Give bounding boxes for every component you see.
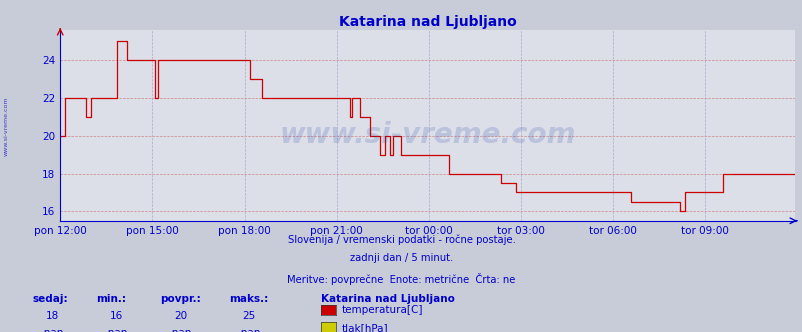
Text: 20: 20 (174, 311, 187, 321)
Text: www.si-vreme.com: www.si-vreme.com (279, 121, 575, 149)
Text: maks.:: maks.: (229, 294, 268, 304)
Text: tlak[hPa]: tlak[hPa] (342, 323, 388, 332)
Text: min.:: min.: (96, 294, 126, 304)
Text: -nan: -nan (40, 328, 64, 332)
Text: -nan: -nan (168, 328, 192, 332)
Text: Slovenija / vremenski podatki - ročne postaje.: Slovenija / vremenski podatki - ročne po… (287, 234, 515, 245)
Text: sedaj:: sedaj: (32, 294, 67, 304)
Text: Katarina nad Ljubljano: Katarina nad Ljubljano (321, 294, 455, 304)
Text: -nan: -nan (104, 328, 128, 332)
Text: 25: 25 (242, 311, 255, 321)
Text: www.si-vreme.com: www.si-vreme.com (4, 96, 9, 156)
Text: 18: 18 (46, 311, 59, 321)
Text: Meritve: povprečne  Enote: metrične  Črta: ne: Meritve: povprečne Enote: metrične Črta:… (287, 273, 515, 285)
Text: -nan: -nan (237, 328, 261, 332)
Text: povpr.:: povpr.: (160, 294, 201, 304)
Text: 16: 16 (110, 311, 123, 321)
Text: zadnji dan / 5 minut.: zadnji dan / 5 minut. (350, 253, 452, 263)
Text: temperatura[C]: temperatura[C] (342, 305, 423, 315)
Title: Katarina nad Ljubljano: Katarina nad Ljubljano (338, 15, 516, 29)
